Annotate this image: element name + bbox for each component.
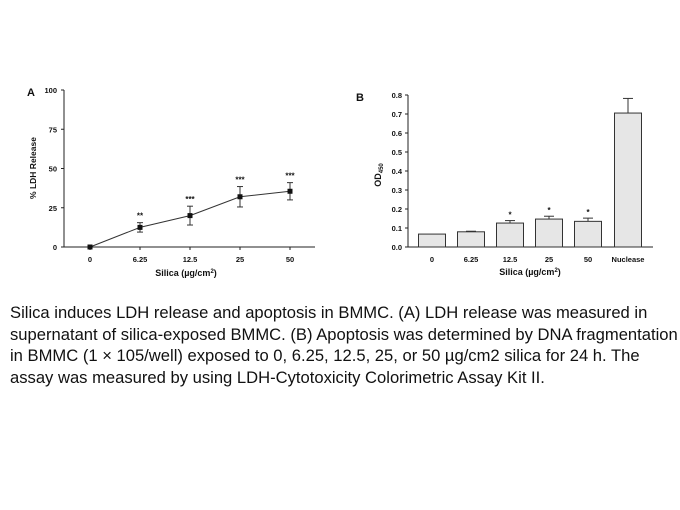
- figure-caption: Silica induces LDH release and apoptosis…: [10, 303, 678, 387]
- significance-marker: *: [508, 211, 512, 220]
- bar: [457, 231, 485, 248]
- figure: A % LDH Release Silica (µg/cm2) 0 25 50 75 1…: [27, 86, 653, 278]
- panel-a-x-label: Silica (µg/cm2): [155, 268, 217, 278]
- y-tick-label: 0: [53, 243, 57, 252]
- y-tick-label: 0.0: [392, 243, 402, 252]
- y-tick-label: 0.3: [392, 186, 402, 195]
- x-tick-label: 0: [88, 255, 92, 264]
- panel-b-label: B: [356, 92, 364, 104]
- x-tick-label: 12.5: [503, 255, 518, 264]
- significance-marker: *: [586, 208, 590, 217]
- y-tick-label: 75: [49, 125, 57, 134]
- x-tick-label: 0: [430, 255, 434, 264]
- data-point: [137, 224, 143, 230]
- bar: [614, 112, 642, 248]
- y-tick-label: 0.8: [392, 91, 402, 100]
- x-tick-label: Nuclease: [612, 255, 645, 264]
- y-tick-label: 0.4: [392, 167, 403, 176]
- x-tick-label: 50: [584, 255, 592, 264]
- panel-a-y-label: % LDH Release: [28, 137, 38, 199]
- bar: [496, 222, 524, 248]
- bar: [418, 233, 446, 248]
- significance-marker: *: [547, 206, 551, 215]
- significance-marker: ***: [285, 172, 295, 181]
- y-tick-label: 0.2: [392, 205, 402, 214]
- y-tick-label: 0.7: [392, 110, 402, 119]
- y-tick-label: 0.1: [392, 224, 402, 233]
- bar: [574, 220, 602, 248]
- panel-a-label: A: [27, 87, 35, 99]
- data-point: [187, 213, 193, 219]
- x-tick-label: 12.5: [183, 255, 198, 264]
- panel-a: A % LDH Release Silica (µg/cm2) 0 25 50 75 1…: [27, 86, 315, 278]
- x-tick-label: 25: [236, 255, 244, 264]
- panel-b-x-label: Silica (µg/cm2): [499, 267, 561, 277]
- bar: [535, 218, 563, 248]
- x-tick-label: 25: [545, 255, 553, 264]
- y-tick-label: 100: [44, 86, 57, 95]
- y-tick-label: 25: [49, 204, 57, 213]
- data-point: [287, 188, 293, 194]
- significance-marker: ***: [185, 195, 195, 204]
- data-point: [237, 194, 243, 200]
- significance-marker: **: [137, 212, 144, 221]
- panel-b-y-label: OD450: [373, 163, 385, 187]
- y-tick-label: 50: [49, 165, 57, 174]
- x-tick-label: 50: [286, 255, 294, 264]
- y-tick-label: 0.5: [392, 148, 402, 157]
- y-tick-label: 0.6: [392, 129, 402, 138]
- x-tick-label: 6.25: [464, 255, 479, 264]
- data-point: [87, 244, 93, 250]
- significance-marker: ***: [235, 176, 245, 185]
- panel-b: B OD450 Silica (µg/cm2) 0.0 0.1 0.2 0.3 0.4 0…: [356, 91, 653, 277]
- x-tick-label: 6.25: [133, 255, 148, 264]
